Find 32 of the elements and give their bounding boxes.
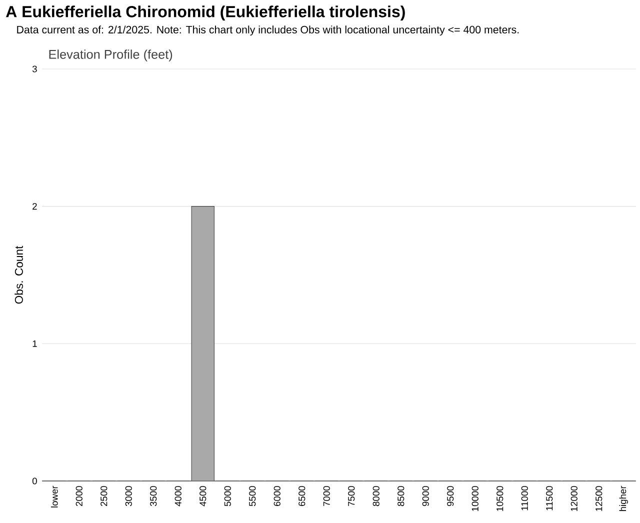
chart-subtitle: Data current as of: 2/1/2025. Note: This chart only includes Obs with locational uncertainty <= 400 meters. (17, 26, 519, 36)
x-tick-label: 12000 (570, 486, 578, 511)
x-tick-label: 2500 (100, 486, 108, 506)
x-tick-label: 7000 (323, 486, 330, 506)
x-tick-label: 7500 (348, 486, 355, 506)
x-tick-label: 12500 (596, 486, 602, 511)
x-tick-label: 8500 (398, 486, 404, 506)
x-tick-label: 2000 (76, 486, 82, 506)
x-tick-label: 11000 (521, 486, 528, 510)
text: Elevation Profile (feet) (49, 50, 172, 62)
x-tick-label: 5000 (224, 486, 231, 506)
x-tick-label: 9500 (447, 486, 454, 506)
y-tick-label: 1 (32, 340, 37, 347)
y-tick-label: 3 (32, 66, 37, 72)
x-tick-label: 3000 (125, 486, 132, 506)
y-tick-label: 2 (32, 203, 37, 210)
x-tick-label: 3500 (150, 486, 157, 506)
x-tick-label: 10000 (472, 486, 478, 511)
x-tick-label: 6000 (274, 486, 280, 506)
x-tick-label: higher (619, 486, 628, 511)
x-tick-label: 4000 (174, 486, 182, 506)
x-tick-label: 10500 (496, 486, 504, 511)
y-tick-label: 0 (32, 478, 37, 484)
chart-title: A Eukiefferiella Chironomid (Eukiefferiella tirolensis) (6, 6, 405, 21)
x-tick-label: 6500 (298, 486, 306, 506)
x-tick-label: 8000 (372, 486, 380, 506)
x-tick-label: 4500 (200, 486, 206, 506)
x-tick-label: lower (50, 486, 58, 508)
y-axis-title: Obs. Count (14, 246, 23, 304)
x-tick-label: 11500 (546, 486, 553, 510)
x-tick-label: 9000 (422, 486, 429, 506)
x-tick-label: 5500 (249, 486, 256, 506)
